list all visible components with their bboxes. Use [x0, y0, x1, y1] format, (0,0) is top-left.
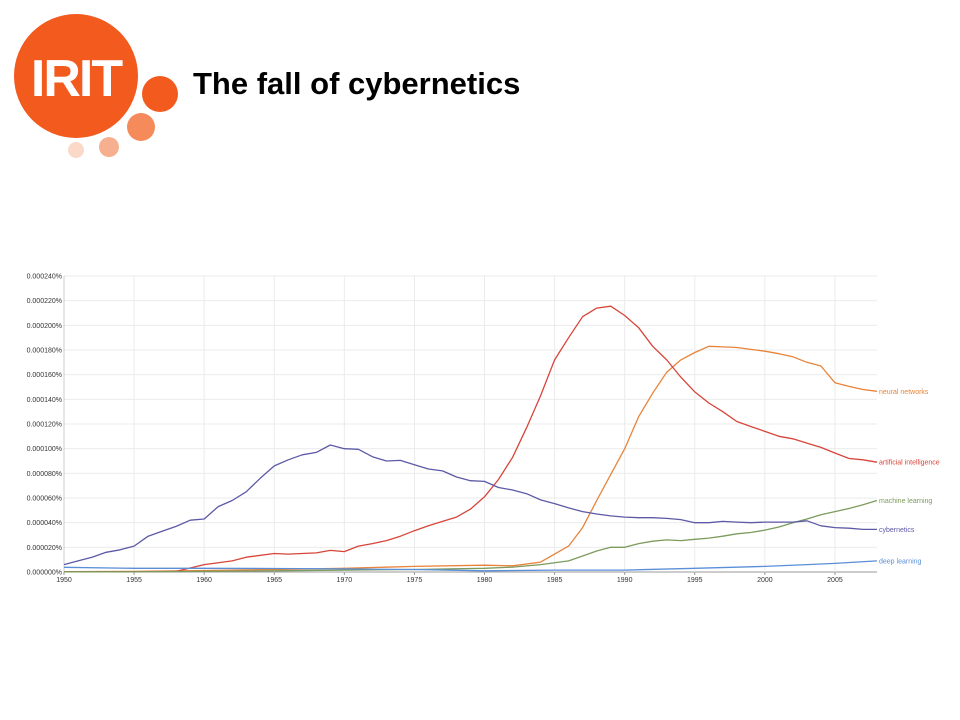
x-tick-label: 1975	[407, 577, 423, 584]
chart-grid	[63, 275, 877, 573]
x-tick-label: 1980	[477, 577, 493, 584]
x-tick-label: 1955	[126, 577, 142, 584]
x-tick-label: 1965	[266, 577, 282, 584]
series-line-machine-learning	[64, 499, 878, 573]
chart-series	[63, 305, 878, 573]
chart-series-labels: neural networks artificial intelligence ma…	[879, 389, 940, 566]
ngram-chart: 0.000000% 0.000020% 0.000040% 0.000060% 0.00…	[27, 274, 940, 585]
irit-logo: IRIT	[0, 0, 200, 170]
x-tick-label: 1990	[617, 577, 633, 584]
series-line-cybernetics	[63, 444, 877, 566]
logo-circle-lighter	[68, 142, 84, 158]
y-tick-label: 0.000000%	[27, 570, 62, 577]
series-label-deep-learning: deep learning	[879, 558, 922, 565]
series-line-artificial-intelligence	[63, 305, 878, 573]
y-tick-label: 0.000060%	[27, 496, 62, 503]
x-tick-label: 1985	[547, 577, 563, 584]
x-tick-label: 1995	[687, 577, 703, 584]
logo-circle-light	[99, 137, 119, 157]
y-tick-label: 0.000120%	[27, 422, 62, 429]
series-label-artificial-intelligence: artificial intelligence	[879, 460, 940, 467]
chart-axes: 0.000000% 0.000020% 0.000040% 0.000060% 0.00…	[27, 274, 843, 585]
y-tick-label: 0.000040%	[27, 520, 62, 527]
y-tick-label: 0.000080%	[27, 471, 62, 478]
y-tick-label: 0.000100%	[27, 446, 62, 453]
x-tick-label: 1960	[196, 577, 212, 584]
x-tick-label: 2000	[757, 577, 773, 584]
logo-text: IRIT	[31, 50, 123, 108]
y-tick-label: 0.000160%	[27, 372, 62, 379]
x-tick-label: 1950	[56, 577, 72, 584]
series-line-deep-learning	[63, 560, 878, 572]
logo-circle-small	[127, 113, 155, 141]
y-tick-label: 0.000220%	[27, 298, 62, 305]
series-label-machine-learning: machine learning	[879, 498, 932, 505]
y-tick-label: 0.000140%	[27, 397, 62, 404]
x-tick-label: 2005	[827, 577, 843, 584]
y-tick-label: 0.000020%	[27, 545, 62, 552]
slide-title: The fall of cybernetics	[193, 66, 521, 101]
series-label-cybernetics: cybernetics	[879, 527, 915, 534]
series-label-neural-networks: neural networks	[879, 389, 929, 396]
logo-circle-medium	[142, 76, 178, 112]
y-tick-label: 0.000240%	[27, 274, 62, 281]
x-tick-label: 1970	[337, 577, 353, 584]
y-tick-label: 0.000180%	[27, 348, 62, 355]
logo-circle-large	[14, 14, 138, 138]
series-line-neural-networks	[63, 345, 878, 573]
y-tick-label: 0.000200%	[27, 323, 62, 330]
